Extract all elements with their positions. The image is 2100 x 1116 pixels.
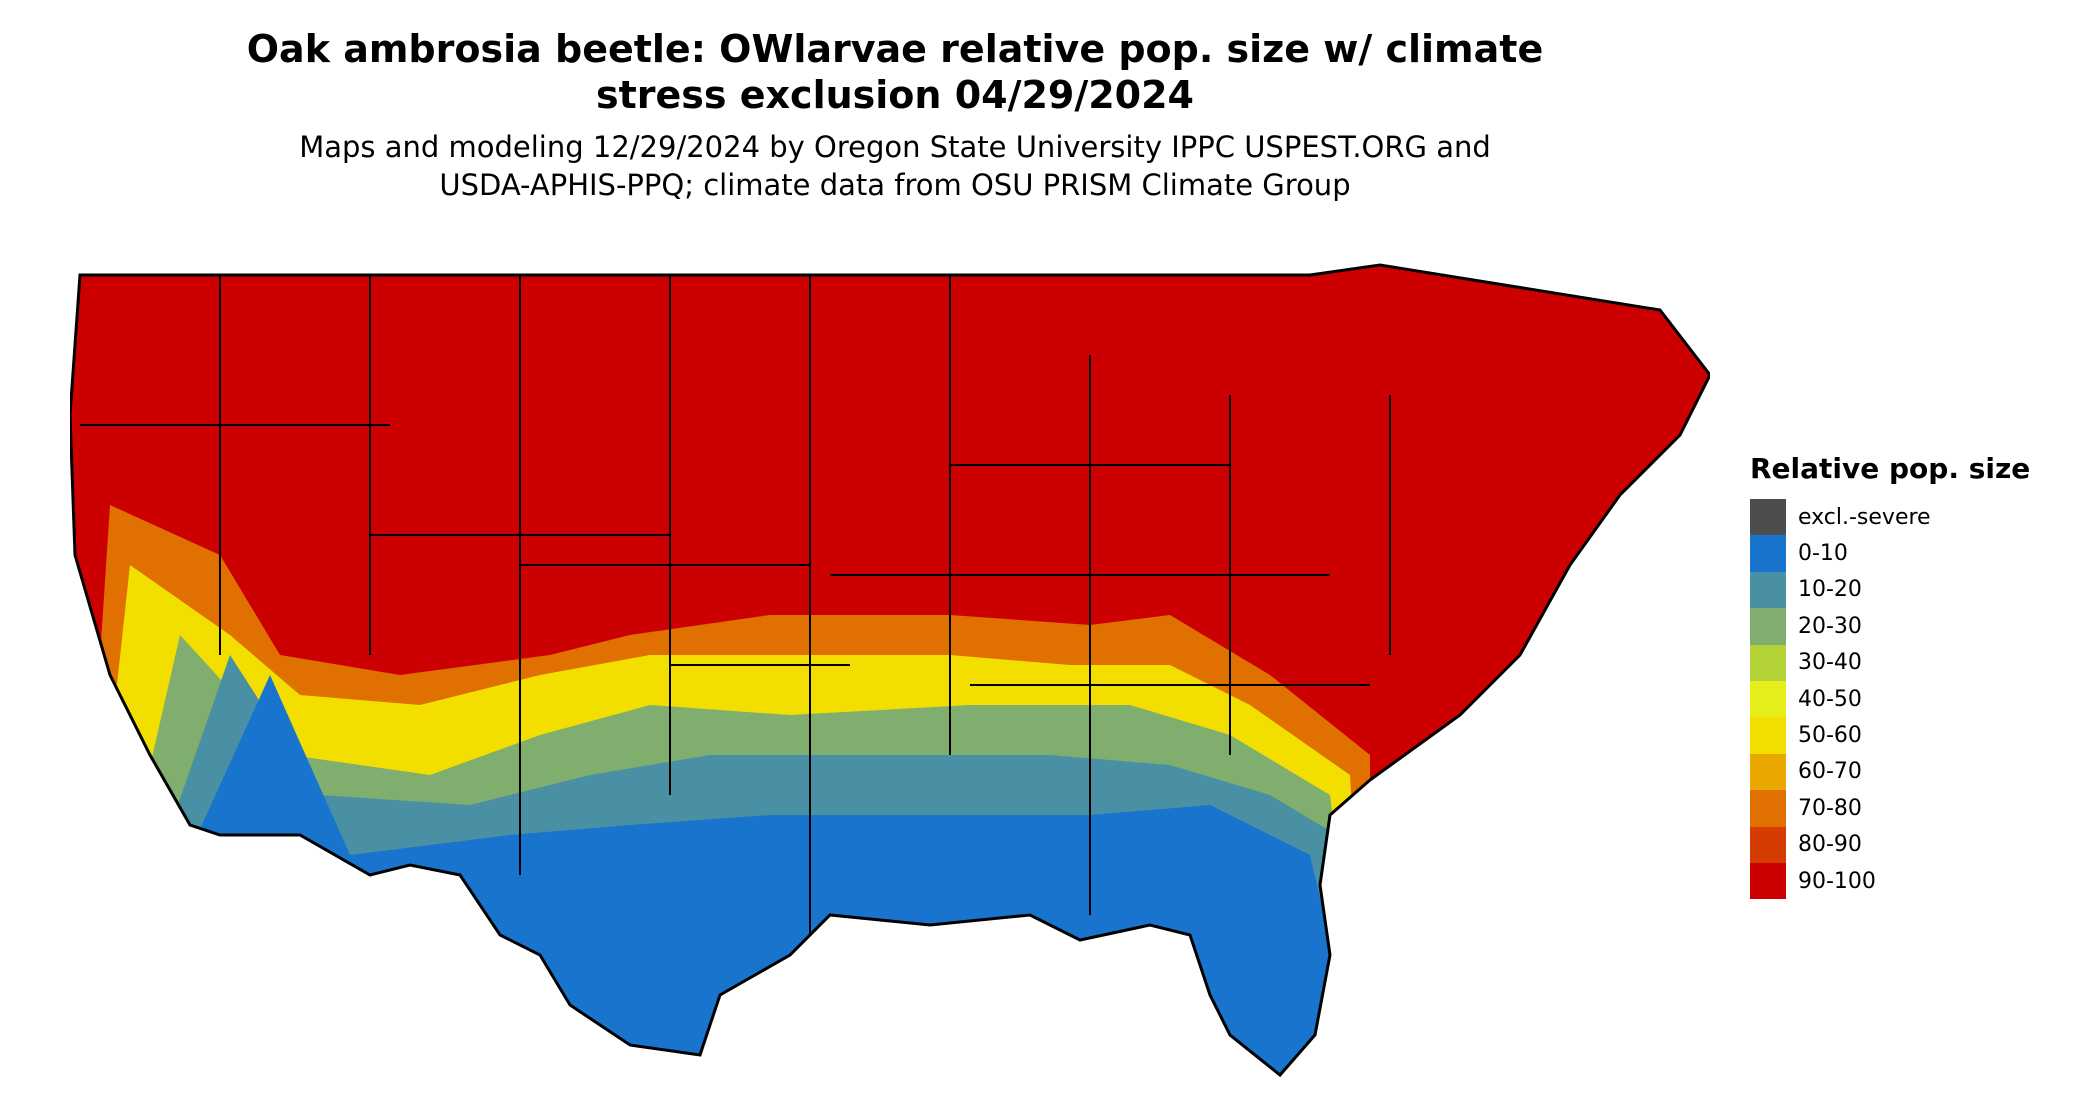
state-borders: [80, 275, 1391, 935]
legend-item: 70-80: [1750, 790, 2030, 827]
legend-item: 90-100: [1750, 862, 2030, 900]
legend-swatch: [1750, 680, 1786, 718]
legend-items: excl.-severe 0-10 10-20 20-30 30-40 40-50 50-6…: [1750, 499, 2030, 900]
legend-label: 70-80: [1798, 795, 1862, 821]
legend-label: 60-70: [1798, 759, 1862, 785]
legend-item: excl.-severe: [1750, 499, 2030, 536]
legend-item: 30-40: [1750, 644, 2030, 681]
legend-swatch: [1750, 644, 1786, 681]
legend-label: 30-40: [1798, 650, 1862, 676]
legend-label: 20-30: [1798, 613, 1862, 639]
legend-label: 0-10: [1798, 541, 1848, 567]
legend-swatch: [1750, 535, 1786, 572]
legend: Relative pop. size excl.-severe 0-10 10-20…: [1750, 452, 2031, 900]
legend-swatch: [1750, 571, 1786, 609]
legend-item: 80-90: [1750, 826, 2030, 863]
legend-swatch: [1750, 790, 1786, 827]
legend-item: 10-20: [1750, 571, 2030, 609]
population-raster: [70, 265, 1710, 1075]
legend-item: 50-60: [1750, 717, 2030, 754]
legend-swatch: [1750, 608, 1786, 645]
legend-label: excl.-severe: [1798, 504, 1931, 530]
map-title: Oak ambrosia beetle: OWlarvae relative p…: [0, 26, 1790, 118]
title-line-1: Oak ambrosia beetle: OWlarvae relative p…: [246, 27, 1544, 71]
legend-swatch: [1750, 862, 1786, 900]
title-line-2: stress exclusion 04/29/2024: [596, 73, 1194, 117]
legend-item: 20-30: [1750, 608, 2030, 645]
map-subtitle: Maps and modeling 12/29/2024 by Oregon S…: [0, 128, 1790, 204]
legend-title: Relative pop. size: [1750, 452, 2031, 485]
legend-label: 80-90: [1798, 832, 1862, 858]
legend-item: 60-70: [1750, 753, 2030, 791]
legend-swatch: [1750, 717, 1786, 754]
legend-label: 90-100: [1798, 868, 1876, 894]
legend-item: 40-50: [1750, 680, 2030, 718]
us-outline: [70, 263, 1710, 1078]
legend-label: 40-50: [1798, 686, 1862, 712]
legend-swatch: [1750, 753, 1786, 791]
us-map: [70, 263, 1710, 1078]
subtitle-line-2: USDA-APHIS-PPQ; climate data from OSU PR…: [439, 168, 1351, 202]
legend-label: 50-60: [1798, 723, 1862, 749]
subtitle-line-1: Maps and modeling 12/29/2024 by Oregon S…: [299, 130, 1491, 164]
legend-swatch: [1750, 826, 1786, 863]
legend-label: 10-20: [1798, 577, 1862, 603]
legend-item: 0-10: [1750, 535, 2030, 572]
legend-swatch: [1750, 499, 1786, 536]
